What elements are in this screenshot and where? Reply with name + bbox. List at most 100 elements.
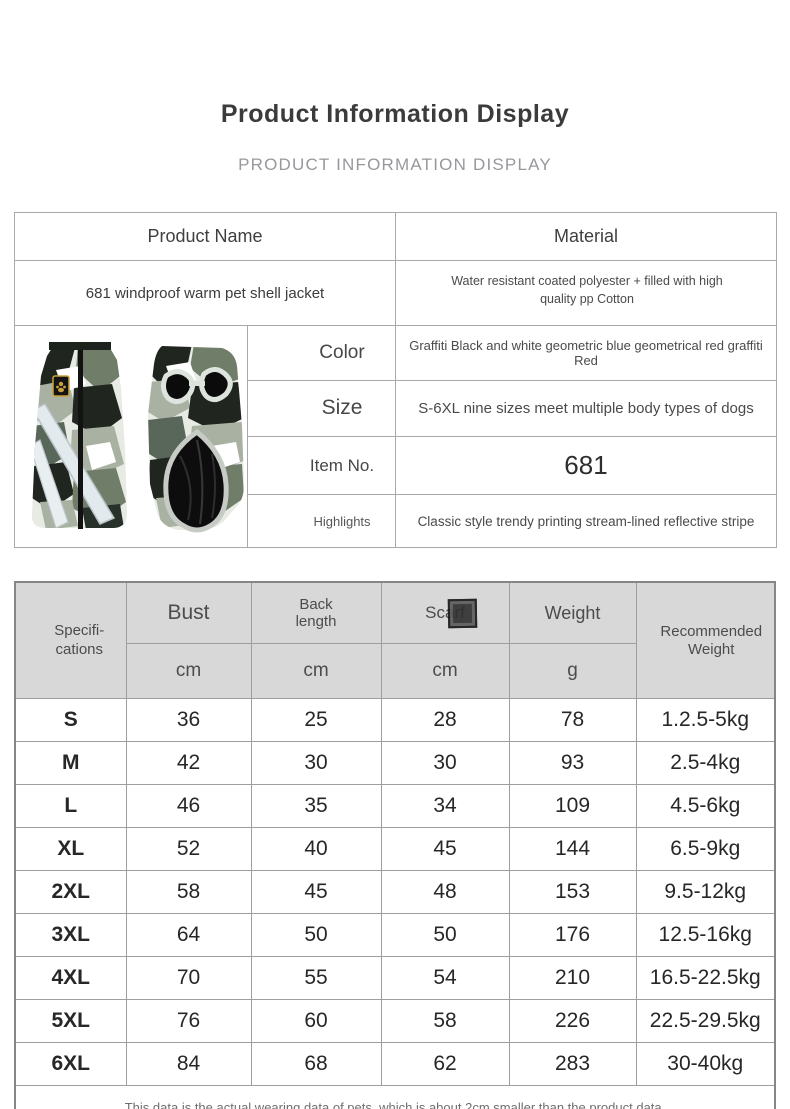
size-chart-notes-row: This data is the actual wearing data of … xyxy=(14,1085,776,1109)
bust-cell: 42 xyxy=(125,741,252,785)
size-row-xl: XL 52 40 45 144 6.5-9kg xyxy=(14,827,776,871)
column-header-back-length: Back length xyxy=(250,581,382,644)
unit-scarf: cm xyxy=(380,643,510,699)
size-row-4xl: 4XL 70 55 54 210 16.5-22.5kg xyxy=(14,956,776,1000)
weight-cell: 210 xyxy=(508,956,637,1000)
bust-cell: 84 xyxy=(125,1042,252,1086)
recommended-weight-cell: 30-40kg xyxy=(635,1042,776,1086)
jacket-front-view xyxy=(31,342,127,529)
attribute-row-highlights: Highlights Classic style trendy printing… xyxy=(15,494,777,548)
attr-value-highlights: Classic style trendy printing stream-lin… xyxy=(395,494,777,548)
attr-label-item-no: Item No. xyxy=(247,435,396,496)
recommended-weight-cell: 22.5-29.5kg xyxy=(635,999,776,1043)
recommended-weight-cell: 12.5-16kg xyxy=(635,913,776,957)
product-name-header: Product Name xyxy=(14,212,396,261)
attr-value-size: S-6XL nine sizes meet multiple body type… xyxy=(395,379,777,437)
column-header-bust: Bust xyxy=(125,581,252,644)
column-header-specifications: Specifi- cations xyxy=(14,581,127,699)
size-cell: XL xyxy=(14,827,127,871)
back-length-cell: 30 xyxy=(250,741,382,785)
back-length-cell: 68 xyxy=(250,1042,382,1086)
jacket-back-view xyxy=(147,346,244,533)
scarf-cell: 62 xyxy=(380,1042,510,1086)
zipper xyxy=(77,343,83,529)
weight-cell: 144 xyxy=(508,827,637,871)
unit-bust: cm xyxy=(125,643,252,699)
recommended-weight-cell: 4.5-6kg xyxy=(635,784,776,828)
scarf-cell: 45 xyxy=(380,827,510,871)
size-row-s: S 36 25 28 78 1.2.5-5kg xyxy=(14,698,776,742)
info-value-row: 681 windproof warm pet shell jacket Wate… xyxy=(14,260,777,326)
scarf-glitch-artifact xyxy=(447,598,478,629)
note-wearing-data: This data is the actual wearing data of … xyxy=(124,1100,666,1109)
material-value: Water resistant coated polyester + fille… xyxy=(395,260,777,326)
back-length-cell: 35 xyxy=(250,784,382,828)
weight-cell: 226 xyxy=(508,999,637,1043)
page-subtitle: PRODUCT INFORMATION DISPLAY xyxy=(238,155,552,174)
size-cell: 4XL xyxy=(14,956,127,1000)
back-length-cell: 60 xyxy=(250,999,382,1043)
column-header-recommended-weight: Recommended Weight xyxy=(635,581,776,699)
weight-cell: 93 xyxy=(508,741,637,785)
column-header-scarf: Scarf xyxy=(380,581,510,644)
recommended-weight-cell: 9.5-12kg xyxy=(635,870,776,914)
recommended-weight-cell: 16.5-22.5kg xyxy=(635,956,776,1000)
back-length-cell: 55 xyxy=(250,956,382,1000)
weight-cell: 176 xyxy=(508,913,637,957)
product-info-table: Product Name Material 681 windproof warm… xyxy=(14,212,777,548)
attr-label-highlights: Highlights xyxy=(247,494,396,548)
scarf-cell: 50 xyxy=(380,913,510,957)
size-chart-table: Specifi- cations Bust Back length Scarf … xyxy=(14,581,776,1109)
product-name-value: 681 windproof warm pet shell jacket xyxy=(14,260,396,326)
attr-label-size: Size xyxy=(247,379,396,437)
bust-cell: 58 xyxy=(125,870,252,914)
size-cell: 3XL xyxy=(14,913,127,957)
size-row-2xl: 2XL 58 45 48 153 9.5-12kg xyxy=(14,870,776,914)
scarf-cell: 48 xyxy=(380,870,510,914)
recommended-weight-cell: 1.2.5-5kg xyxy=(635,698,776,742)
back-length-cell: 40 xyxy=(250,827,382,871)
recommended-weight-cell: 2.5-4kg xyxy=(635,741,776,785)
bust-cell: 64 xyxy=(125,913,252,957)
weight-cell: 78 xyxy=(508,698,637,742)
scarf-cell: 28 xyxy=(380,698,510,742)
unit-weight: g xyxy=(508,643,637,699)
column-header-weight: Weight xyxy=(508,581,637,644)
attr-label-color: Color xyxy=(247,325,396,381)
attr-value-color: Graffiti Black and white geometric blue … xyxy=(395,325,777,381)
quilted-lining xyxy=(162,428,229,533)
scarf-cell: 58 xyxy=(380,999,510,1043)
scarf-cell: 54 xyxy=(380,956,510,1000)
weight-cell: 153 xyxy=(508,870,637,914)
size-cell: M xyxy=(14,741,127,785)
weight-cell: 283 xyxy=(508,1042,637,1086)
attribute-row-item-no: Item No. 681 xyxy=(15,435,777,496)
goggles-icon xyxy=(160,367,233,404)
back-length-cell: 45 xyxy=(250,870,382,914)
size-cell: 2XL xyxy=(14,870,127,914)
attr-value-item-no: 681 xyxy=(395,435,777,496)
paw-tag-icon xyxy=(51,375,70,397)
page-title: Product Information Display xyxy=(220,100,570,128)
recommended-weight-cell: 6.5-9kg xyxy=(635,827,776,871)
bust-cell: 76 xyxy=(125,999,252,1043)
size-chart-notes: This data is the actual wearing data of … xyxy=(14,1085,776,1109)
size-cell: 6XL xyxy=(14,1042,127,1086)
unit-back-length: cm xyxy=(250,643,382,699)
size-cell: L xyxy=(14,784,127,828)
size-row-5xl: 5XL 76 60 58 226 22.5-29.5kg xyxy=(14,999,776,1043)
scarf-cell: 34 xyxy=(380,784,510,828)
pet-jacket-illustration xyxy=(31,342,244,533)
material-header: Material xyxy=(395,212,777,261)
attribute-row-size: Size S-6XL nine sizes meet multiple body… xyxy=(15,379,777,437)
bust-cell: 70 xyxy=(125,956,252,1000)
back-length-cell: 25 xyxy=(250,698,382,742)
size-row-6xl: 6XL 84 68 62 283 30-40kg xyxy=(14,1042,776,1086)
product-photo xyxy=(14,325,248,548)
back-length-cell: 50 xyxy=(250,913,382,957)
bust-cell: 52 xyxy=(125,827,252,871)
bust-cell: 36 xyxy=(125,698,252,742)
attribute-row-color: Color Graffiti Black and white geometric… xyxy=(14,325,777,548)
bust-cell: 46 xyxy=(125,784,252,828)
